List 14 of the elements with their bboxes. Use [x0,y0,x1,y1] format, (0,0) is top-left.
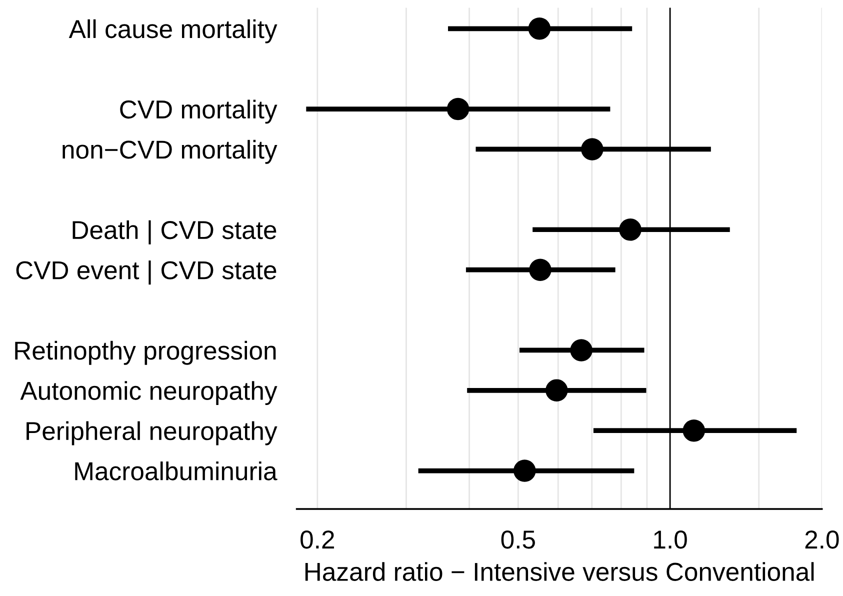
x-tick-label: 0.5 [501,530,535,549]
y-tick-label: All cause mortality [68,19,278,44]
y-tick-label: Retinopthy progression [15,340,276,365]
x-axis-title: Hazard ratio − Intensive versus Conventional [305,562,814,581]
y-tick-label: CVD mortality [120,100,278,124]
y-tick-label: non−CVD mortality [62,140,278,164]
x-tick-label: 2.0 [805,530,839,549]
y-tick-label: Death | CVD state [72,220,276,244]
y-tick-label: Peripheral neuropathy [26,421,278,446]
x-tick-label: 0.2 [300,530,334,549]
y-tick-label: Macroalbuminuria [75,461,278,480]
y-tick-label: Autonomic neuropathy [20,381,278,406]
y-tick-label: CVD event | CVD state [16,260,276,285]
x-tick-label: 1.0 [654,530,687,549]
